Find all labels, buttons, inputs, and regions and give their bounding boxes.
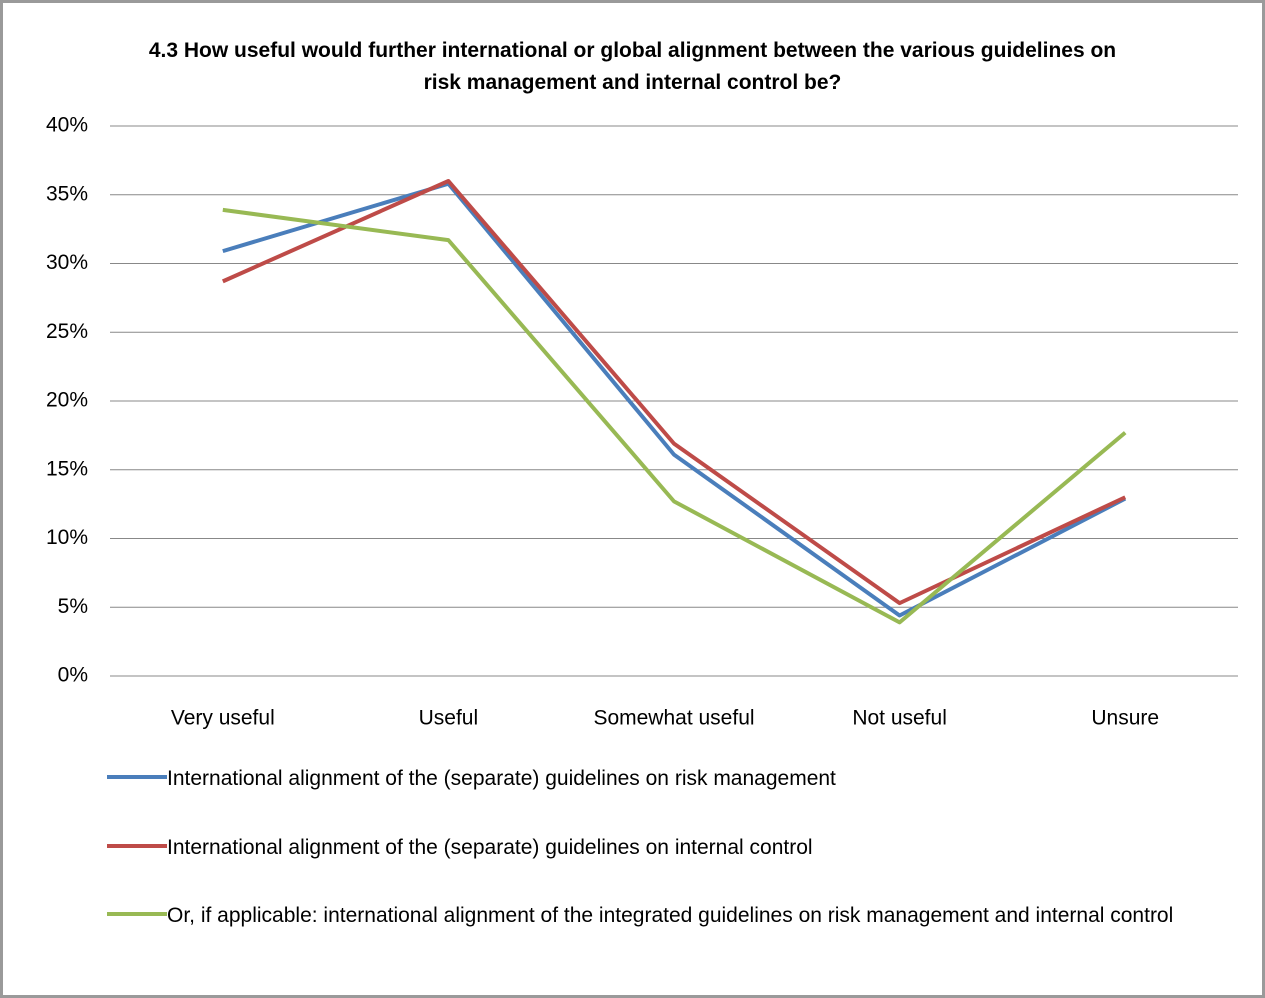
legend-label: International alignment of the (separate…	[167, 836, 813, 859]
y-tick-label: 20%	[46, 389, 88, 412]
y-tick-label: 10%	[46, 526, 88, 549]
legend-item: International alignment of the (separate…	[107, 763, 1207, 794]
x-tick-label: Unsure	[1091, 707, 1159, 730]
y-tick-label: 25%	[46, 320, 88, 343]
x-tick-label: Useful	[419, 707, 479, 730]
legend-label: Or, if applicable: international alignme…	[167, 904, 1174, 927]
chart-title: 4.3 How useful would further internation…	[148, 39, 1117, 94]
legend-item: International alignment of the (separate…	[107, 832, 1207, 863]
x-tick-label: Very useful	[171, 707, 275, 730]
legend-label: International alignment of the (separate…	[167, 767, 836, 790]
legend-swatch	[107, 775, 167, 779]
series-line	[222, 207, 1127, 625]
legend-swatch	[107, 844, 167, 848]
y-tick-label: 0%	[58, 664, 88, 687]
y-tick-label: 5%	[58, 595, 88, 618]
x-tick-label: Not useful	[852, 707, 947, 730]
y-tick-label: 15%	[46, 457, 88, 480]
y-tick-label: 30%	[46, 251, 88, 274]
series-line	[221, 179, 1127, 606]
y-tick-label: 40%	[46, 114, 88, 137]
legend-swatch	[107, 912, 167, 916]
x-tick-label: Somewhat useful	[593, 707, 754, 730]
y-tick-label: 35%	[46, 182, 88, 205]
series-line	[222, 181, 1127, 618]
plot: 0% 5% 10% 15% 20% 25% 30% 35% 40% Very useful Usef…	[46, 114, 1238, 730]
legend-item: Or, if applicable: international alignme…	[107, 900, 1207, 931]
